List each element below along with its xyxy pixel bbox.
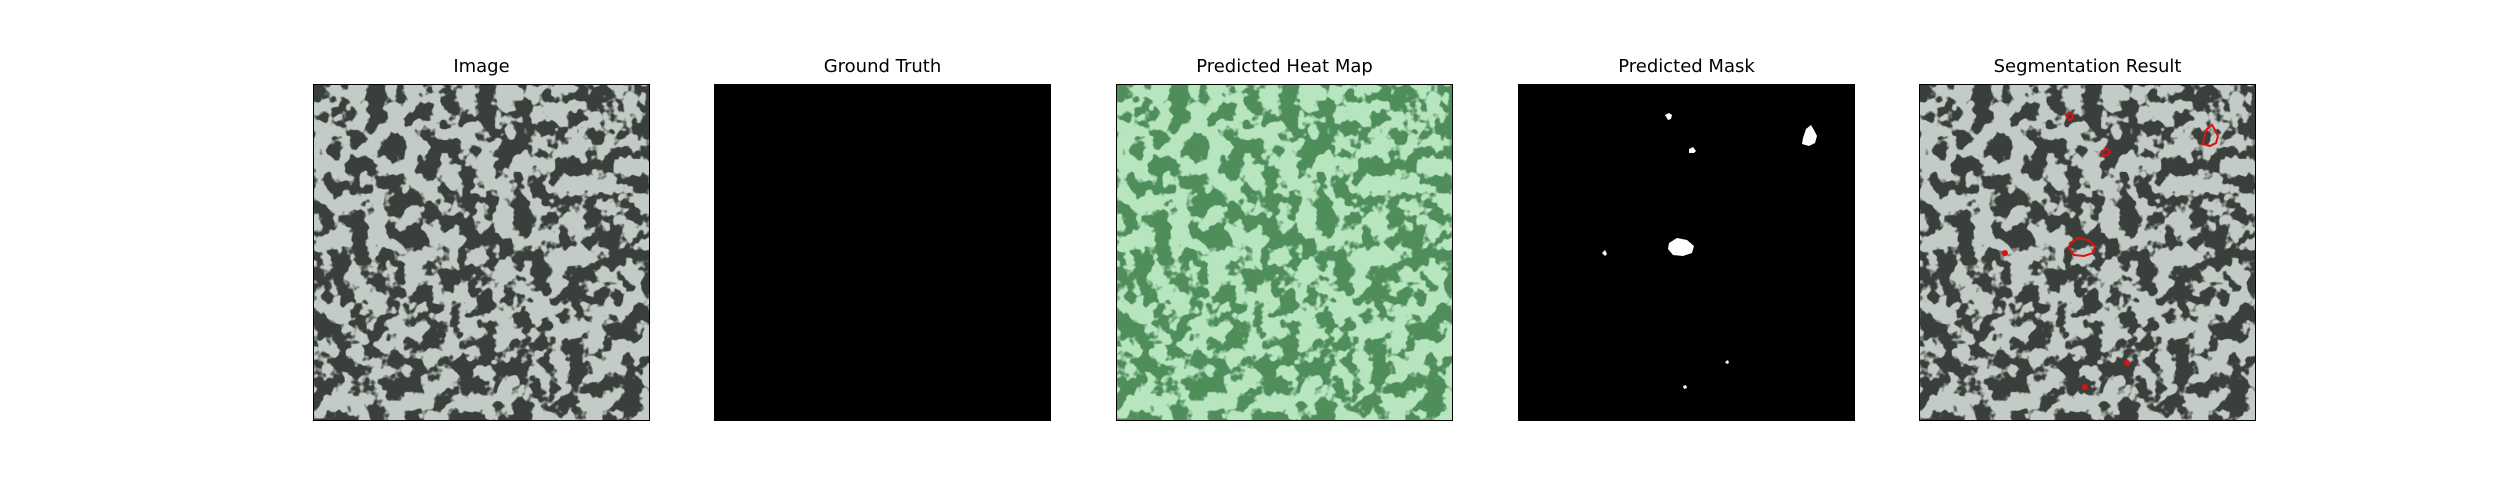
image-frame: [313, 84, 650, 421]
segmentation-frame: [1919, 84, 2256, 421]
panel-title: Image: [453, 56, 510, 77]
mask-blob: [1683, 385, 1687, 389]
predicted-mask-image: [1519, 85, 1854, 420]
contour-dot: [2124, 360, 2130, 366]
contour: [2064, 111, 2075, 122]
heat-map-frame: [1116, 84, 1453, 421]
mask-blob: [1665, 113, 1672, 120]
contour-dot: [2082, 384, 2088, 390]
segmentation-image: [1920, 85, 2255, 420]
mask-blob: [1668, 238, 1694, 256]
mask-blob: [1602, 250, 1607, 256]
ground-truth-frame: [714, 84, 1051, 421]
contour-dot: [2002, 250, 2008, 256]
panel-title: Segmentation Result: [1993, 56, 2182, 77]
panel-title: Ground Truth: [823, 56, 942, 77]
mask-blob: [1725, 360, 1729, 364]
panel-title: Predicted Mask: [1618, 56, 1755, 77]
contour: [2067, 236, 2097, 258]
contour: [2201, 123, 2220, 148]
panel-title: Predicted Heat Map: [1196, 56, 1373, 77]
texture-image: [314, 85, 649, 420]
contour: [2101, 146, 2112, 158]
heat-map-image: [1117, 85, 1452, 420]
mask-blob: [1802, 125, 1817, 146]
mask-blob: [1689, 147, 1696, 153]
ground-truth-mask: [715, 85, 1050, 420]
predicted-mask-frame: [1518, 84, 1855, 421]
